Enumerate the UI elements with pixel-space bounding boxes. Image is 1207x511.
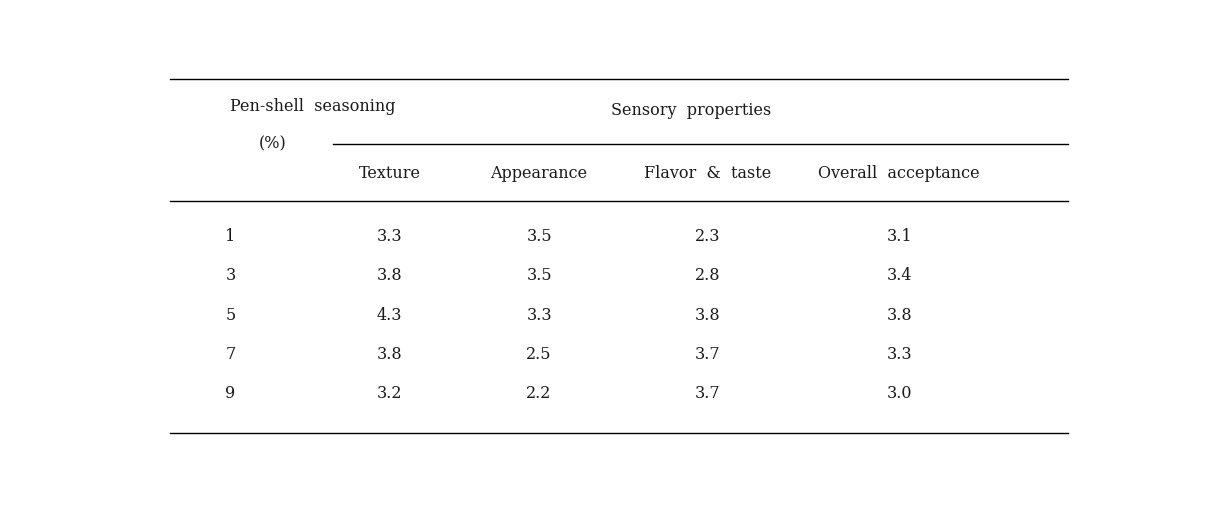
Text: 3.3: 3.3 bbox=[377, 228, 402, 245]
Text: 9: 9 bbox=[226, 385, 235, 402]
Text: (%): (%) bbox=[258, 135, 286, 152]
Text: 3.3: 3.3 bbox=[886, 346, 912, 363]
Text: 3.0: 3.0 bbox=[886, 385, 912, 402]
Text: Appearance: Appearance bbox=[490, 165, 588, 182]
Text: 4.3: 4.3 bbox=[377, 307, 402, 323]
Text: 3: 3 bbox=[226, 267, 235, 284]
Text: 3.7: 3.7 bbox=[695, 385, 721, 402]
Text: 3.1: 3.1 bbox=[886, 228, 912, 245]
Text: 3.7: 3.7 bbox=[695, 346, 721, 363]
Text: 2.2: 2.2 bbox=[526, 385, 552, 402]
Text: Overall  acceptance: Overall acceptance bbox=[818, 165, 980, 182]
Text: 3.8: 3.8 bbox=[886, 307, 912, 323]
Text: 3.2: 3.2 bbox=[377, 385, 402, 402]
Text: Flavor  &  taste: Flavor & taste bbox=[643, 165, 771, 182]
Text: 3.4: 3.4 bbox=[886, 267, 912, 284]
Text: 3.3: 3.3 bbox=[526, 307, 552, 323]
Text: 2.3: 2.3 bbox=[695, 228, 721, 245]
Text: Texture: Texture bbox=[358, 165, 420, 182]
Text: 3.8: 3.8 bbox=[377, 267, 402, 284]
Text: 3.5: 3.5 bbox=[526, 228, 552, 245]
Text: 5: 5 bbox=[226, 307, 235, 323]
Text: 2.8: 2.8 bbox=[695, 267, 721, 284]
Text: 3.8: 3.8 bbox=[695, 307, 721, 323]
Text: Pen-shell  seasoning: Pen-shell seasoning bbox=[231, 98, 396, 115]
Text: 1: 1 bbox=[226, 228, 235, 245]
Text: 2.5: 2.5 bbox=[526, 346, 552, 363]
Text: Sensory  properties: Sensory properties bbox=[611, 102, 771, 119]
Text: 3.5: 3.5 bbox=[526, 267, 552, 284]
Text: 7: 7 bbox=[226, 346, 235, 363]
Text: 3.8: 3.8 bbox=[377, 346, 402, 363]
